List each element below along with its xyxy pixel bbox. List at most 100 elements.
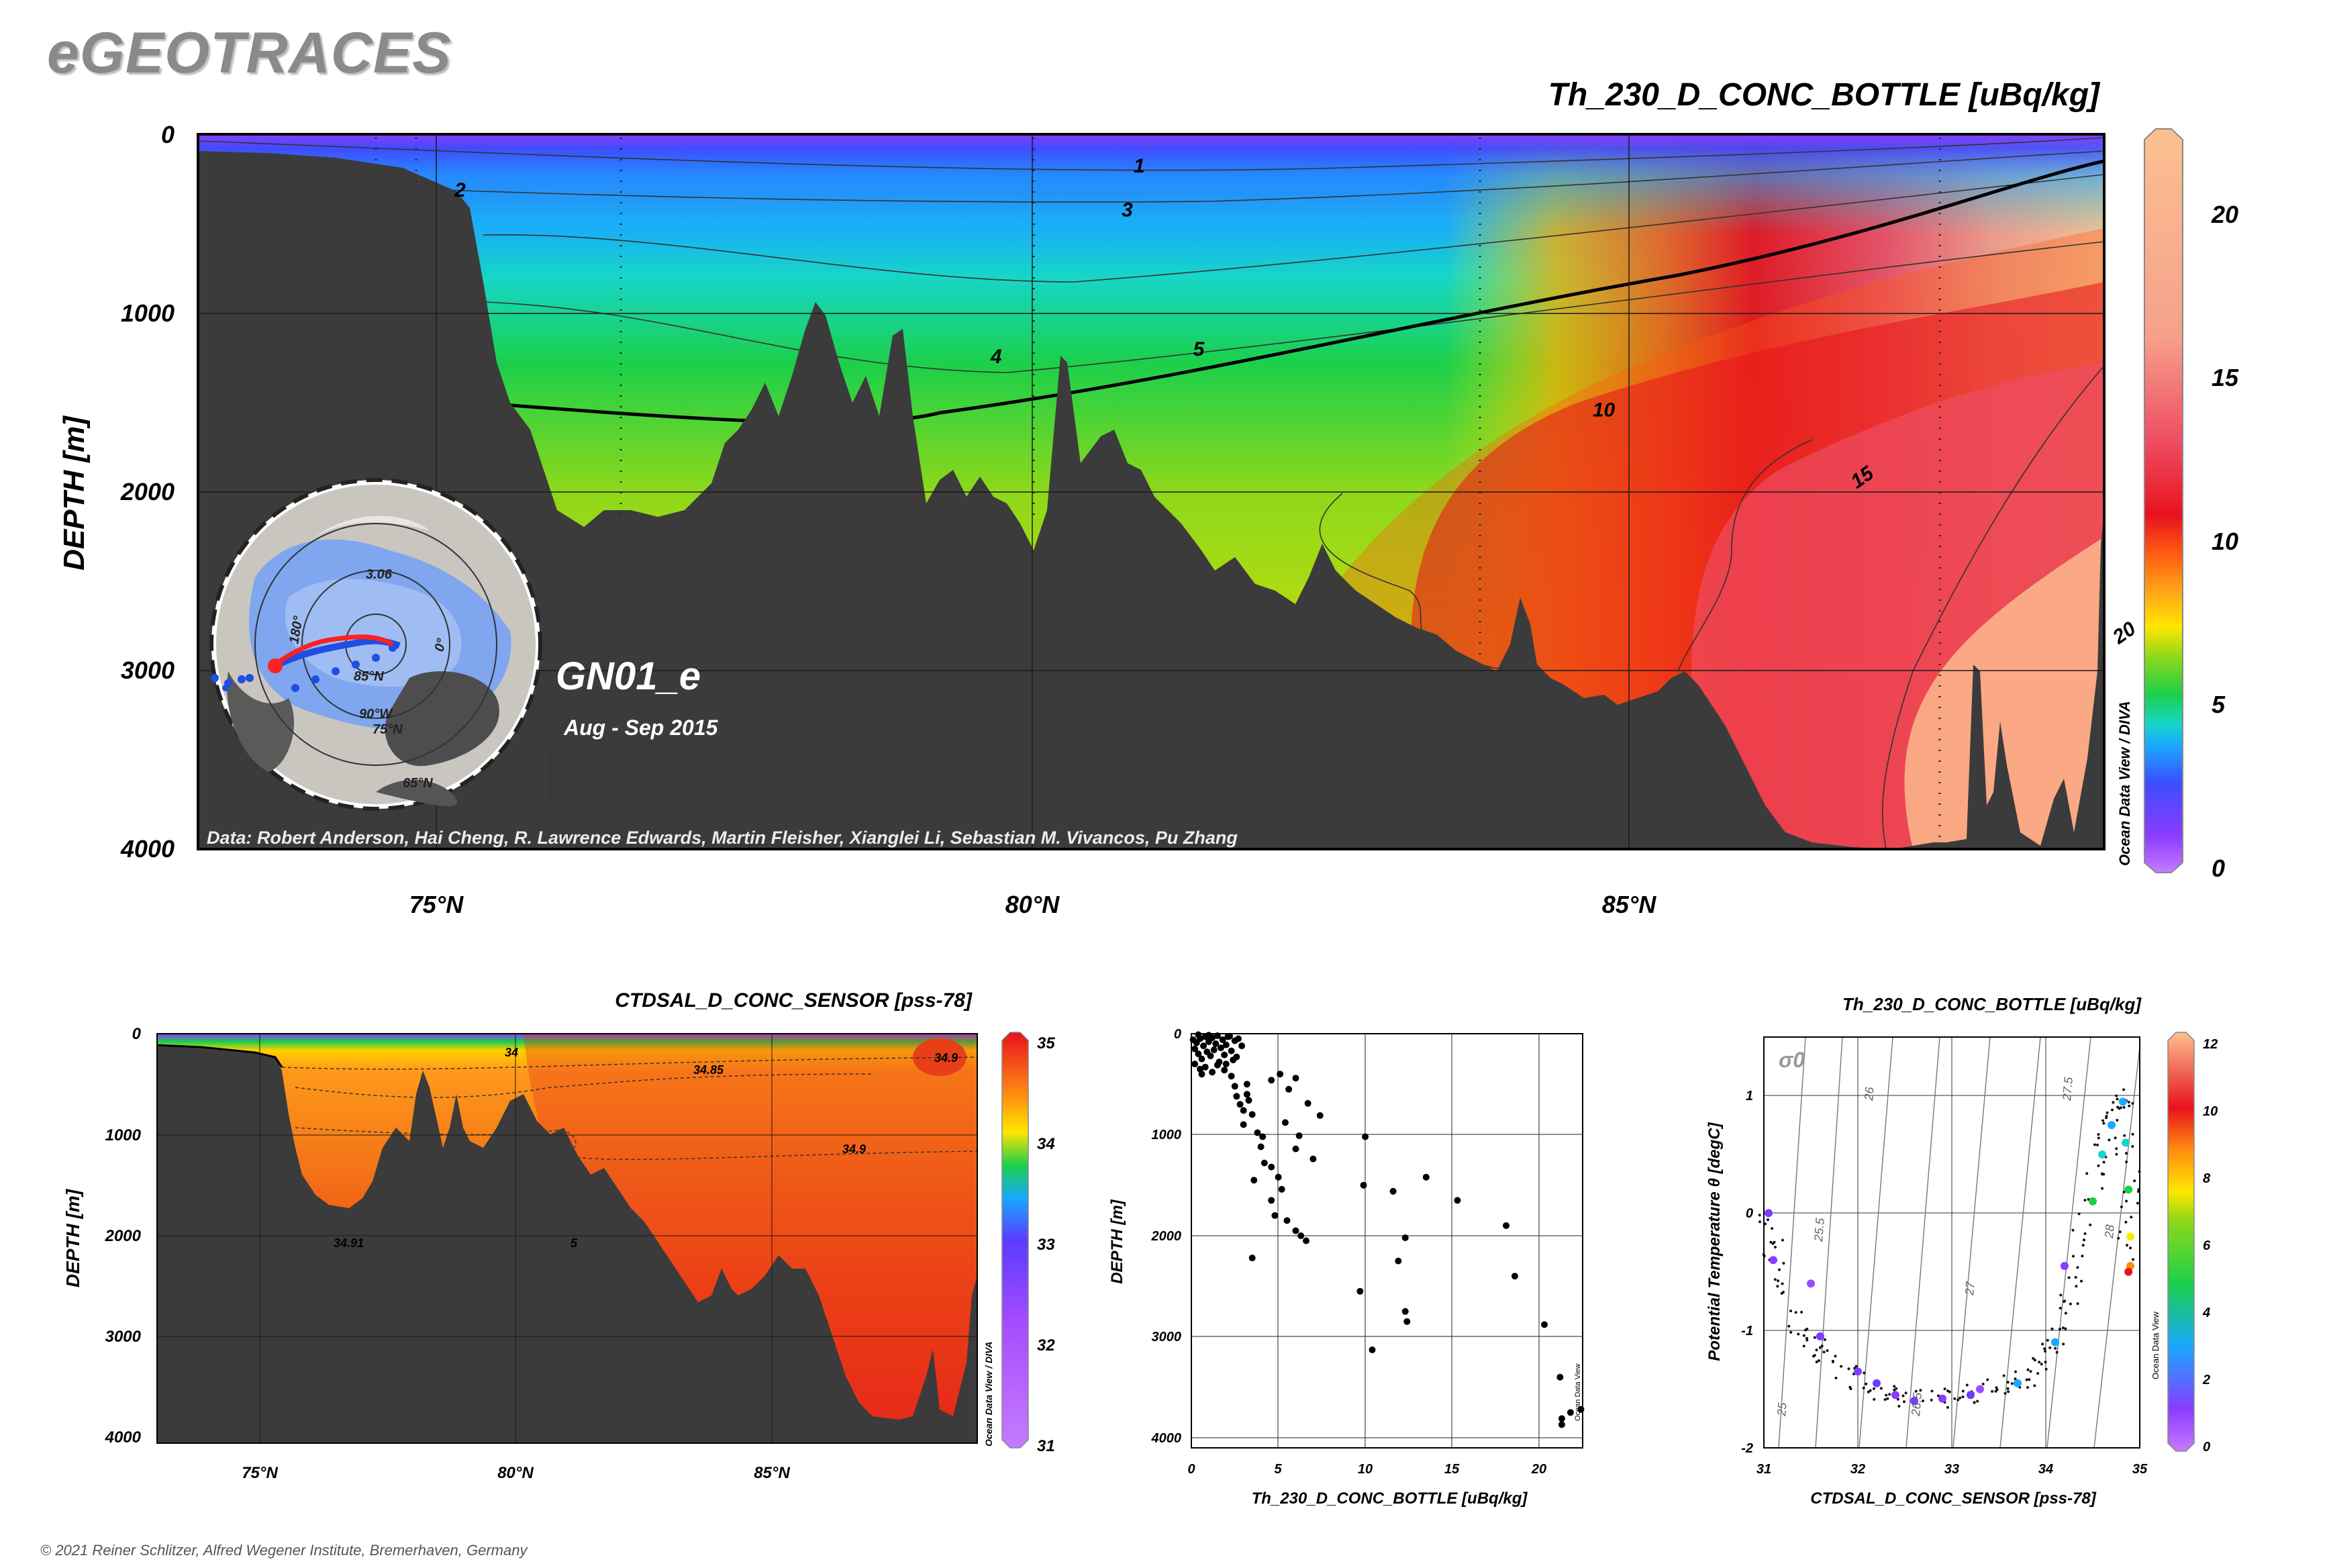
profile-y-tick: 4000 <box>1151 1431 1182 1446</box>
data-point <box>1214 1061 1221 1069</box>
profile-gridlines <box>1191 1034 1583 1448</box>
main-gridlines <box>198 134 2104 849</box>
ts-background-point <box>1803 1328 1807 1332</box>
ts-background-point <box>2063 1300 2066 1303</box>
ts-background-point <box>1815 1349 1818 1352</box>
profile-y-ticks: 0 1000 2000 3000 4000 <box>1151 1027 1182 1446</box>
ts-background-point <box>1802 1344 1805 1348</box>
ts-background-point <box>1961 1389 1965 1393</box>
ts-background-point <box>2106 1111 2109 1114</box>
ts-background-point <box>2036 1372 2040 1375</box>
ts-background-point <box>1854 1365 1858 1368</box>
sal-y-tick: 4000 <box>105 1428 142 1447</box>
ts-background-point <box>2050 1327 2054 1330</box>
contour-lines <box>198 137 2104 849</box>
ts-background-point <box>2006 1387 2010 1390</box>
ts-background-point <box>2010 1382 2014 1385</box>
ts-background-point <box>2055 1351 2059 1354</box>
salinity-contour-labels: 34 34.85 34.9 34.9 34.91 5 <box>334 1046 958 1250</box>
ts-background-point <box>1896 1398 1899 1401</box>
profile-y-tick: 2000 <box>1151 1229 1182 1244</box>
ts-data-point <box>1873 1379 1881 1387</box>
data-point <box>1212 1040 1220 1047</box>
ts-colorbar: 0 2 4 6 8 10 12 Ocean Data View <box>2150 1032 2218 1455</box>
data-point <box>1226 1032 1233 1040</box>
ts-background-point <box>2118 1230 2122 1234</box>
ts-background-point <box>1904 1391 1908 1395</box>
ts-background-point <box>2117 1236 2120 1240</box>
ts-background-point <box>1826 1349 1829 1353</box>
ts-y-tick: -2 <box>1741 1441 1753 1456</box>
ts-background-point <box>2124 1220 2128 1224</box>
ts-background-point <box>2131 1101 2134 1105</box>
data-point <box>1556 1373 1564 1381</box>
inset-map-label: 65°N <box>403 776 433 791</box>
ts-data-point <box>1891 1391 1899 1400</box>
data-point <box>1511 1273 1518 1280</box>
main-y-tick: 4000 <box>120 835 175 863</box>
data-point <box>1257 1143 1265 1150</box>
profile-watermark: Ocean Data View <box>1574 1364 1582 1421</box>
ts-background-point <box>1895 1387 1898 1390</box>
ts-background-point <box>1903 1400 1905 1404</box>
ts-background-point <box>1888 1393 1891 1396</box>
ts-background-point <box>2112 1101 2115 1104</box>
ts-background-point <box>1800 1310 1803 1314</box>
ts-background-point <box>2102 1122 2106 1125</box>
sal-y-tick: 1000 <box>105 1126 142 1144</box>
data-point <box>1260 1159 1268 1167</box>
ts-data-point <box>2089 1197 2097 1206</box>
ts-cb-tick: 0 <box>2203 1440 2210 1455</box>
data-point <box>1195 1050 1202 1058</box>
ts-data-point <box>2126 1232 2134 1241</box>
isopycnal-label: 27.5 <box>2060 1076 2075 1102</box>
data-point <box>1248 1255 1256 1262</box>
data-point <box>1295 1132 1303 1139</box>
data-point <box>1243 1081 1250 1088</box>
isopycnal-label: 26 <box>1862 1086 1877 1102</box>
data-point <box>1195 1031 1202 1038</box>
data-point <box>1558 1415 1565 1422</box>
inset-map-label: 90°W <box>359 707 393 722</box>
profile-x-tick: 20 <box>1531 1462 1546 1477</box>
ts-background-point <box>2025 1378 2028 1381</box>
ts-cb-tick: 2 <box>2202 1373 2210 1387</box>
ts-background-point <box>2064 1327 2067 1330</box>
ts-background-point <box>1789 1330 1793 1334</box>
ts-background-point <box>1820 1344 1824 1348</box>
ts-background-point <box>1759 1220 1761 1224</box>
ts-background-point <box>1883 1398 1887 1401</box>
ts-background-point <box>2120 1206 2123 1208</box>
ts-background-point <box>1767 1218 1769 1222</box>
main-x-tick: 80°N <box>1005 891 1060 918</box>
data-point <box>1197 1065 1203 1073</box>
ts-background-point <box>2136 1202 2139 1205</box>
data-point <box>1297 1232 1305 1239</box>
ts-background-point <box>1794 1311 1797 1314</box>
station-lines <box>375 138 1941 842</box>
cruise-date: Aug - Sep 2015 <box>563 716 719 740</box>
ts-background-point <box>1769 1240 1773 1244</box>
ts-background-point <box>2101 1119 2105 1122</box>
data-point <box>1281 1119 1289 1126</box>
contour-label-3: 3 <box>1122 199 1133 221</box>
ts-x-tick: 34 <box>2038 1462 2053 1477</box>
data-point <box>1243 1091 1250 1098</box>
ts-background-point <box>2048 1346 2052 1349</box>
isopycnal-label: 27 <box>1963 1281 1977 1297</box>
ts-background-point <box>1873 1387 1875 1390</box>
ts-background-point <box>2062 1342 2065 1346</box>
ts-background-point <box>1782 1262 1785 1265</box>
ts-data-point <box>1769 1256 1777 1265</box>
data-point <box>1268 1163 1275 1171</box>
main-colorbar-label: Ocean Data View / DIVA <box>2116 701 2133 866</box>
ts-background-point <box>1930 1398 1933 1402</box>
main-y-tick: 2000 <box>120 478 175 505</box>
data-point <box>1248 1111 1256 1118</box>
sal-cb-tick: 32 <box>1037 1336 1055 1355</box>
ts-background-point <box>1981 1383 1985 1385</box>
ts-y-tick: -1 <box>1741 1324 1753 1338</box>
ts-background-point <box>1922 1400 1924 1402</box>
ts-x-label: CTDSAL_D_CONC_SENSOR [pss-78] <box>1810 1489 2096 1508</box>
data-point <box>1218 1044 1224 1052</box>
